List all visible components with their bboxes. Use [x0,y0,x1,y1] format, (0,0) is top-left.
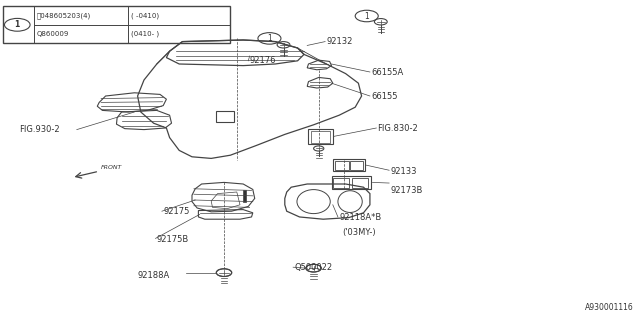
Text: (0410- ): (0410- ) [131,30,159,37]
Text: ( -0410): ( -0410) [131,13,159,19]
Bar [332,176,371,189]
Text: 92175: 92175 [163,207,189,216]
Bar [352,178,368,188]
Text: 92132: 92132 [326,37,353,46]
Bar [333,159,365,171]
Bar [216,111,234,122]
Text: 1: 1 [15,20,20,29]
Text: Q500022: Q500022 [294,263,333,272]
Text: 1: 1 [364,12,369,20]
Text: Q860009: Q860009 [36,31,69,36]
Bar [311,131,330,143]
Bar [350,161,363,170]
Text: 66155: 66155 [371,92,397,100]
Bar [308,129,333,144]
Text: A930001116: A930001116 [585,303,634,312]
Text: FRONT: FRONT [101,165,122,170]
Text: FIG.930-2: FIG.930-2 [19,125,60,134]
Text: 1: 1 [267,34,272,43]
Text: 92175B: 92175B [157,236,189,244]
Bar [335,161,349,170]
Text: 92188A: 92188A [138,271,170,280]
Bar [243,190,246,202]
Text: FIG.830-2: FIG.830-2 [378,124,419,132]
Text: Ⓢ048605203(4): Ⓢ048605203(4) [36,13,91,19]
Text: 92176: 92176 [250,56,276,65]
Text: 92173B: 92173B [390,186,423,195]
Bar [3,6,230,43]
Text: 92118A*B: 92118A*B [339,213,381,222]
Bar [333,178,349,188]
Text: ('03MY-): ('03MY-) [342,228,376,236]
Text: 92133: 92133 [390,167,417,176]
Text: 66155A: 66155A [371,68,403,76]
